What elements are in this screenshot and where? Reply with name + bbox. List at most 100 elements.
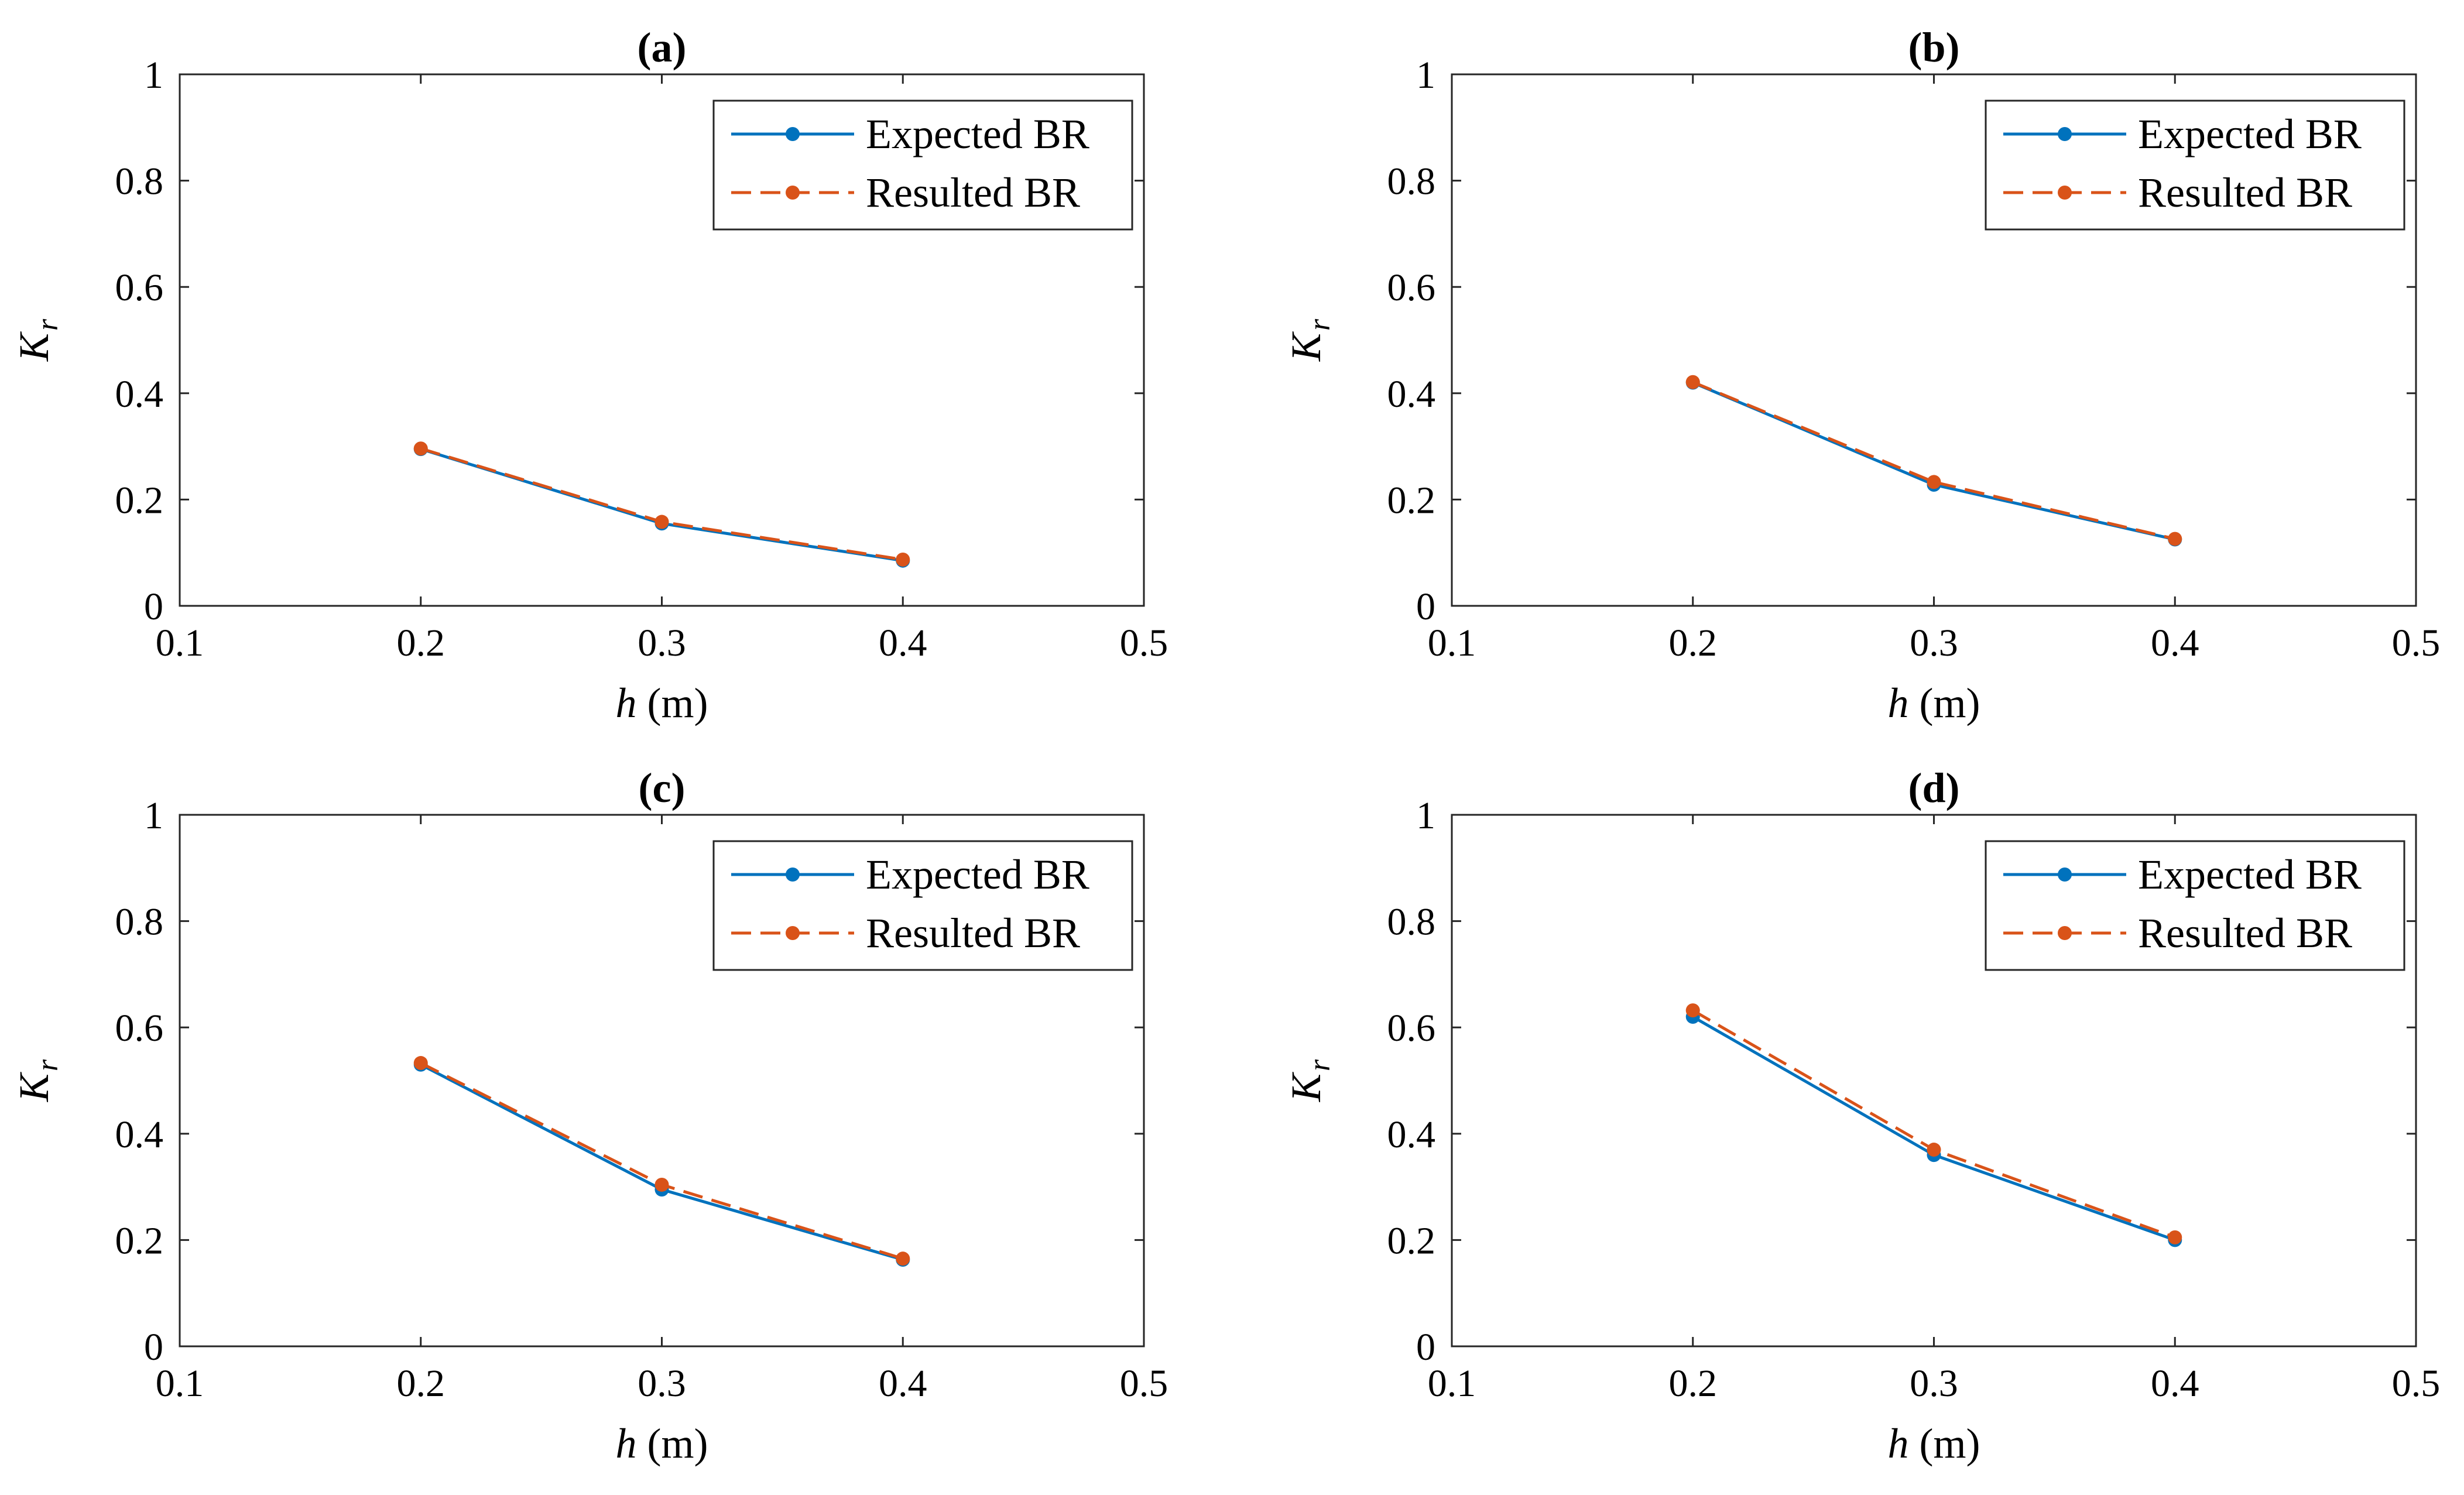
panel-title-a: (a) <box>638 24 687 71</box>
legend-swatch-marker <box>786 127 800 141</box>
legend-label-resulted: Resulted BR <box>866 910 1080 956</box>
y-tick-label: 0.4 <box>115 373 164 416</box>
x-axis-unit: (m) <box>637 1420 708 1467</box>
x-tick-label: 0.2 <box>397 1362 445 1405</box>
data-point-resulted <box>2168 532 2182 546</box>
y-tick-label: 0.8 <box>115 160 164 203</box>
y-tick-label: 0.8 <box>1387 901 1436 944</box>
x-tick-label: 0.5 <box>1120 622 1168 664</box>
panel-title-c: (c) <box>639 764 686 811</box>
data-point-resulted <box>413 1056 428 1071</box>
x-tick-label: 0.4 <box>879 1362 927 1405</box>
x-tick-label: 0.3 <box>1910 1362 1958 1405</box>
legend-box <box>712 100 1133 231</box>
legend-swatch-marker <box>2058 127 2072 141</box>
y-tick-label: 0.8 <box>115 901 164 944</box>
legend-box <box>1985 840 2405 971</box>
x-tick-label: 0.5 <box>2392 1362 2441 1405</box>
legend-swatch-marker <box>2058 926 2072 940</box>
legend-d: Expected BR Resulted BR <box>1985 840 2405 971</box>
data-point-resulted <box>1685 375 1700 389</box>
x-axis-variable: h <box>1888 680 1909 726</box>
y-tick-label: 0.2 <box>115 1219 164 1262</box>
data-point-resulted <box>896 553 910 567</box>
chart-panel-d: 0.1 0.2 0.3 0.4 0.5 0 0.2 0.4 0.6 0.8 1 (d) h (m) Kr E… <box>1283 764 2440 1467</box>
legend-swatch-marker <box>2058 186 2072 200</box>
legend-label-expected: Expected BR <box>2138 851 2362 898</box>
x-axis-variable: h <box>616 680 637 726</box>
x-tick-label: 0.2 <box>397 622 445 664</box>
y-tick-label: 0.2 <box>1387 1219 1436 1262</box>
y-tick-label: 0.4 <box>1387 1113 1436 1156</box>
y-axis-label-d: Kr <box>1283 1059 1336 1102</box>
data-point-resulted <box>896 1251 910 1266</box>
series-line-resulted-b <box>1692 380 2175 541</box>
legend-label-resulted: Resulted BR <box>866 169 1080 216</box>
y-tick-label: 0.8 <box>1387 160 1436 203</box>
y-axis-variable: K <box>11 331 57 362</box>
y-tick-label: 0.6 <box>115 266 164 309</box>
x-axis-label-b: h (m) <box>1888 680 1980 726</box>
x-axis-label-a: h (m) <box>616 680 708 726</box>
data-point-resulted <box>654 515 669 529</box>
data-point-resulted <box>654 1177 669 1192</box>
x-axis-label-d: h (m) <box>1888 1420 1980 1467</box>
y-tick-label: 0 <box>144 585 163 628</box>
y-tick-label: 0 <box>144 1326 163 1369</box>
x-axis-label-c: h (m) <box>616 1420 708 1467</box>
data-point-resulted <box>413 441 428 456</box>
chart-panel-b: 0.1 0.2 0.3 0.4 0.5 0 0.2 0.4 0.6 0.8 1 (b) h (m) Kr E… <box>1283 24 2440 726</box>
x-tick-label: 0.3 <box>638 622 686 664</box>
y-tick-label: 0.6 <box>1387 1007 1436 1050</box>
legend-label-expected: Expected BR <box>866 851 1089 898</box>
y-axis-subscript: r <box>31 318 64 331</box>
y-tick-label: 1 <box>144 54 163 97</box>
legend-a: Expected BR Resulted BR <box>712 100 1133 231</box>
x-tick-label: 0.1 <box>1428 622 1476 664</box>
x-axis-variable: h <box>616 1420 637 1467</box>
x-tick-label: 0.5 <box>1120 1362 1168 1405</box>
legend-label-expected: Expected BR <box>866 111 1089 157</box>
y-tick-label: 0.4 <box>115 1113 164 1156</box>
y-tick-label: 1 <box>1416 54 1435 97</box>
x-tick-label: 0.1 <box>156 1362 204 1405</box>
y-tick-label: 0.6 <box>115 1007 164 1050</box>
y-axis-subscript: r <box>31 1059 64 1071</box>
y-tick-label: 0 <box>1416 1326 1435 1369</box>
legend-swatch-marker <box>786 867 800 882</box>
legend-b: Expected BR Resulted BR <box>1985 100 2405 231</box>
chart-panel-a: 0.1 0.2 0.3 0.4 0.5 0 0.2 0.4 0.6 0.8 1 (a) h (m) Kr E… <box>11 24 1168 726</box>
y-axis-subscript: r <box>1303 1059 1336 1071</box>
x-axis-unit: (m) <box>1909 680 1980 726</box>
y-tick-label: 0 <box>1416 585 1435 628</box>
legend-swatch-marker <box>786 186 800 200</box>
legend-label-resulted: Resulted BR <box>2138 910 2352 956</box>
x-tick-label: 0.4 <box>879 622 927 664</box>
y-axis-subscript: r <box>1303 318 1336 331</box>
legend-swatch-marker <box>786 926 800 940</box>
x-tick-label: 0.2 <box>1669 1362 1718 1405</box>
y-tick-label: 0.2 <box>1387 479 1436 522</box>
legend-c: Expected BR Resulted BR <box>712 840 1133 971</box>
x-tick-label: 0.1 <box>156 622 204 664</box>
chart-panel-c: 0.1 0.2 0.3 0.4 0.5 0 0.2 0.4 0.6 0.8 1 (c) h (m) Kr E… <box>11 764 1168 1467</box>
x-axis-unit: (m) <box>637 680 708 726</box>
y-axis-label-c: Kr <box>11 1059 64 1102</box>
x-tick-label: 0.3 <box>638 1362 686 1405</box>
y-tick-label: 1 <box>144 794 163 837</box>
data-point-resulted <box>1685 1003 1700 1018</box>
y-axis-variable: K <box>1283 331 1329 362</box>
y-axis-label-a: Kr <box>11 318 64 362</box>
x-tick-label: 0.1 <box>1428 1362 1476 1405</box>
x-tick-label: 0.2 <box>1669 622 1718 664</box>
y-axis-label-b: Kr <box>1283 318 1336 362</box>
x-tick-label: 0.4 <box>2151 1362 2199 1405</box>
x-axis-unit: (m) <box>1909 1420 1980 1467</box>
legend-label-resulted: Resulted BR <box>2138 169 2352 216</box>
x-tick-label: 0.5 <box>2392 622 2441 664</box>
data-point-resulted <box>1927 475 1941 489</box>
y-axis-variable: K <box>1283 1071 1329 1102</box>
x-tick-label: 0.3 <box>1910 622 1958 664</box>
y-tick-label: 0.6 <box>1387 266 1436 309</box>
data-point-resulted <box>2168 1230 2182 1244</box>
